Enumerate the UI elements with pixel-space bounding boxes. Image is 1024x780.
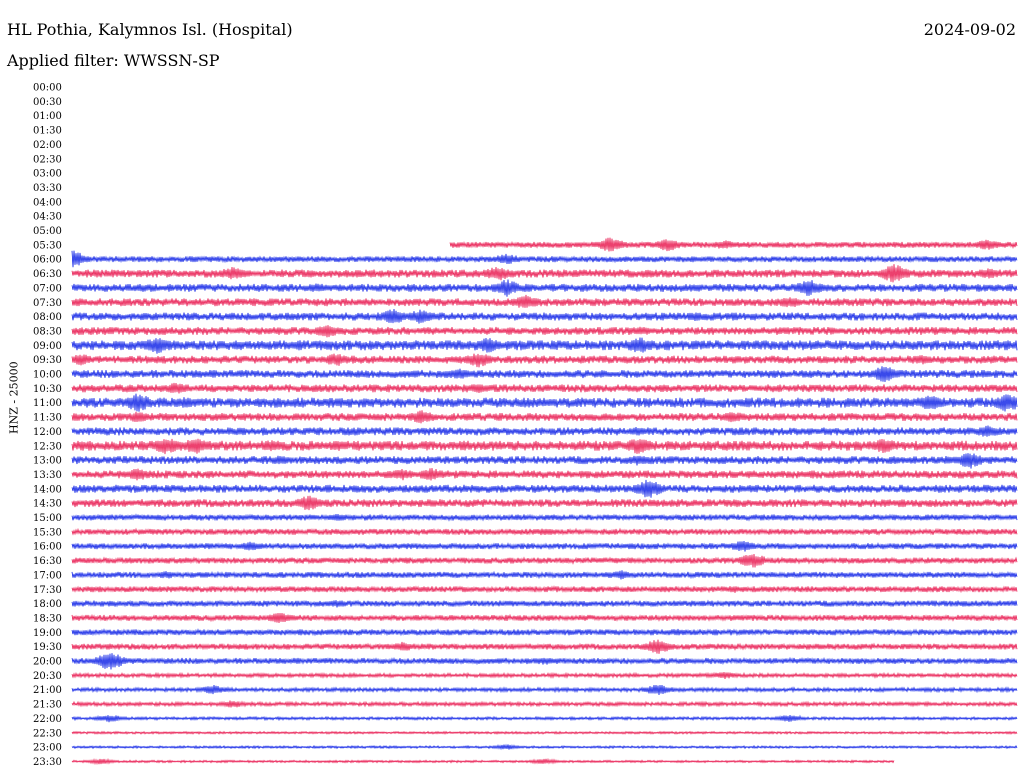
time-tick-label: 00:30 (33, 97, 62, 108)
seismic-trace-row (71, 653, 1018, 670)
seismic-trace-row (71, 743, 1018, 751)
seismic-trace-row (71, 337, 1018, 354)
seismic-trace-row (71, 382, 1018, 394)
seismic-trace-row (71, 250, 1018, 268)
time-tick-label: 01:00 (33, 111, 62, 122)
time-tick-label: 13:00 (33, 456, 62, 467)
time-tick-label: 05:00 (33, 226, 62, 237)
seismic-trace-row (71, 684, 1018, 695)
seismic-trace-row (71, 264, 1018, 283)
time-tick-label: 19:00 (33, 628, 62, 639)
time-tick-label: 21:30 (33, 700, 62, 711)
time-tick-label: 23:00 (33, 743, 62, 754)
time-tick-label: 13:30 (33, 470, 62, 481)
time-tick-label: 23:30 (33, 757, 62, 768)
time-tick-label: 08:30 (33, 326, 62, 337)
seismic-trace-row (71, 279, 1018, 297)
time-tick-label: 07:00 (33, 283, 62, 294)
time-tick-label: 10:30 (33, 384, 62, 395)
time-tick-label: 20:30 (33, 671, 62, 682)
time-tick-label: 17:00 (33, 570, 62, 581)
time-tick-label: 09:30 (33, 355, 62, 366)
seismic-trace-row (71, 599, 1018, 608)
time-tick-label: 12:30 (33, 441, 62, 452)
seismic-trace-row (71, 628, 1018, 637)
time-tick-label: 08:00 (33, 312, 62, 323)
seismic-trace-row (71, 353, 1018, 368)
time-tick-label: 04:00 (33, 197, 62, 208)
seismic-trace-row (71, 366, 1018, 383)
time-tick-label: 15:00 (33, 513, 62, 524)
time-tick-label: 11:00 (33, 398, 62, 409)
time-tick-label: 16:30 (33, 556, 62, 567)
time-tick-label: 11:30 (33, 413, 62, 424)
time-tick-label: 19:30 (33, 642, 62, 653)
time-tick-label: 20:00 (33, 657, 62, 668)
seismic-trace-row (71, 467, 1018, 481)
time-tick-label: 12:00 (33, 427, 62, 438)
time-tick-label: 05:30 (33, 240, 62, 251)
seismic-trace-row (71, 527, 1018, 537)
time-tick-label: 04:30 (33, 212, 62, 223)
seismic-trace-row (71, 700, 1018, 708)
seismic-trace-row (449, 237, 1018, 252)
seismic-trace-row (71, 393, 1018, 412)
time-tick-label: 03:30 (33, 183, 62, 194)
seismic-trace-row (71, 308, 1018, 324)
seismic-trace-row (71, 325, 1018, 338)
time-tick-label: 01:30 (33, 126, 62, 137)
seismic-trace-row (71, 757, 895, 766)
seismic-trace-row (71, 479, 1018, 498)
time-tick-label: 22:30 (33, 728, 62, 739)
time-tick-label: 00:00 (33, 83, 62, 94)
seismic-trace-row (71, 585, 1018, 594)
time-tick-label: 14:00 (33, 484, 62, 495)
seismic-trace-row (71, 425, 1018, 437)
filter-label: Applied filter: WWSSN-SP (7, 51, 220, 70)
seismic-trace-row (71, 453, 1018, 469)
seismic-trace-row (71, 570, 1018, 580)
time-tick-label: 02:00 (33, 140, 62, 151)
seismic-trace-row (71, 671, 1018, 679)
seismic-trace-row (71, 294, 1018, 308)
seismic-trace-row (71, 495, 1018, 511)
time-tick-label: 18:30 (33, 613, 62, 624)
station-title: HL Pothia, Kalymnos Isl. (Hospital) (7, 20, 293, 39)
time-tick-label: 02:30 (33, 154, 62, 165)
time-tick-label: 16:00 (33, 542, 62, 553)
time-tick-label: 06:30 (33, 269, 62, 280)
seismic-trace-row (71, 410, 1018, 424)
seismic-trace-row (71, 714, 1018, 723)
time-tick-label: 03:00 (33, 169, 62, 180)
time-tick-label: 06:00 (33, 255, 62, 266)
seismic-trace-row (71, 730, 1018, 735)
time-tick-label: 18:00 (33, 599, 62, 610)
time-tick-label: 22:00 (33, 714, 62, 725)
time-tick-label: 15:30 (33, 527, 62, 538)
seismic-trace-row (71, 639, 1018, 654)
time-tick-label: 17:30 (33, 585, 62, 596)
seismic-trace-row (71, 553, 1018, 568)
time-tick-label: 09:00 (33, 341, 62, 352)
seismic-trace-row (71, 513, 1018, 522)
seismic-trace-row (71, 540, 1018, 552)
seismic-trace-row (71, 438, 1018, 455)
seismic-trace-row (71, 612, 1018, 623)
time-tick-label: 21:00 (33, 685, 62, 696)
time-tick-label: 07:30 (33, 298, 62, 309)
time-tick-label: 14:30 (33, 499, 62, 510)
time-tick-label: 10:00 (33, 370, 62, 381)
record-date: 2024-09-02 (923, 20, 1016, 39)
